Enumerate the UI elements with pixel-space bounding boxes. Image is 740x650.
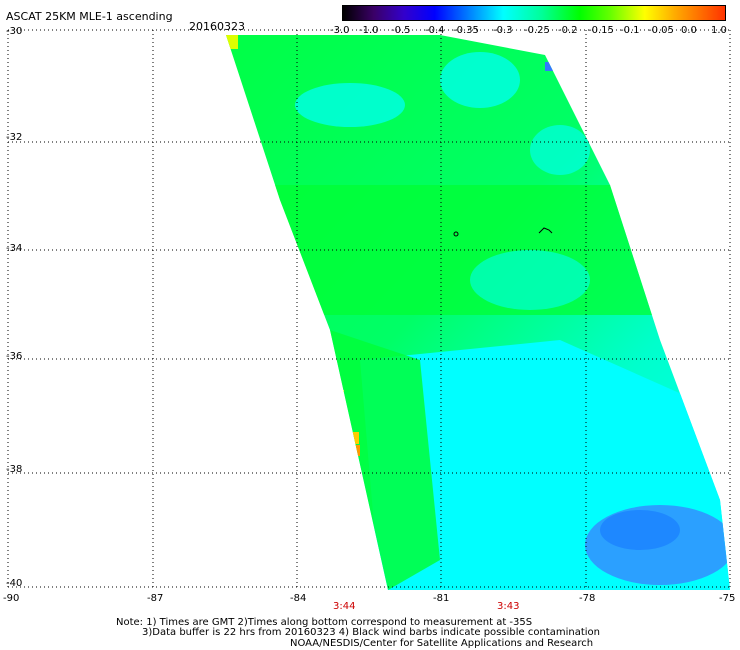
lon-label: -75 xyxy=(719,593,736,604)
lon-label: -78 xyxy=(579,593,596,604)
colorbar-tick-label: -0.1 xyxy=(620,25,640,36)
lon-label: -84 xyxy=(290,593,307,604)
lat-label: -32 xyxy=(6,132,23,143)
lat-label: -40 xyxy=(6,578,23,589)
colorbar-tick-label: -0.2 xyxy=(558,25,578,36)
swath xyxy=(226,35,730,590)
colorbar xyxy=(342,5,726,21)
lat-label: -38 xyxy=(6,464,23,475)
lat-label: -36 xyxy=(6,351,23,362)
colorbar-tick-label: -0.35 xyxy=(453,25,479,36)
wind-barb-marks xyxy=(453,227,553,237)
colorbar-tick-label: 1.0 xyxy=(711,25,727,36)
colorbar-tick-label: -0.3 xyxy=(493,25,513,36)
lat-label: -34 xyxy=(6,243,23,254)
footer-credit: NOAA/NESDIS/Center for Satellite Applica… xyxy=(290,638,594,649)
product-title: ASCAT 25KM MLE-1 ascending xyxy=(6,10,173,23)
lon-label: -90 xyxy=(3,593,20,604)
colorbar-tick-label: -3.0 xyxy=(330,25,350,36)
pass-time: 3:44 xyxy=(333,601,356,612)
lon-label: -81 xyxy=(433,593,450,604)
footer-note-1: Note: 1) Times are GMT 2)Times along bot… xyxy=(116,617,533,628)
lat-label: -30 xyxy=(6,26,23,37)
colorbar-tick-label: -0.4 xyxy=(425,25,445,36)
graticule xyxy=(7,29,731,590)
pass-time: 3:43 xyxy=(497,601,520,612)
product-date: 20160323 xyxy=(189,20,245,33)
lon-label: -87 xyxy=(147,593,164,604)
footer-note-2: 3)Data buffer is 22 hrs from 20160323 4)… xyxy=(142,627,600,638)
